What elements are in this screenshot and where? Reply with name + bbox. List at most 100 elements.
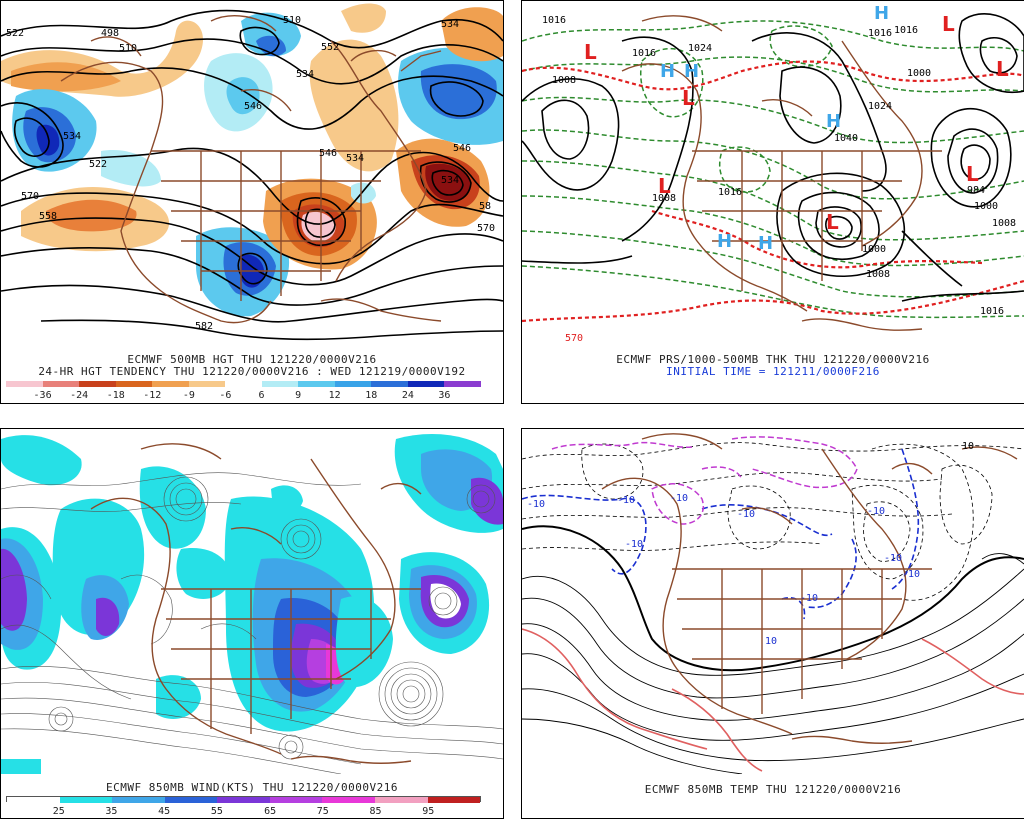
colorbar-swatch [371, 381, 408, 387]
colorbar-swatch [261, 381, 299, 387]
low-center: L [658, 174, 671, 198]
wind-speed-fill [1, 434, 503, 774]
contour-label: 546 [453, 143, 471, 154]
contour-label: -10 [800, 593, 818, 604]
geography-outline [601, 433, 1018, 744]
panel-title: ECMWF 850MB WIND(KTS) THU 121220/0000V21… [105, 781, 399, 794]
colorbar-swatch [164, 797, 218, 803]
colorbar-label: 36 [438, 390, 451, 401]
panel-500mb-height: 498 510 510 522 534 534 546 546 558 570 … [0, 0, 504, 404]
warm-red-contours [522, 628, 1024, 772]
contour-label: 1008 [552, 75, 576, 86]
high-center: H [874, 3, 889, 24]
colorbar-swatch [427, 797, 481, 803]
low-center: L [942, 12, 955, 36]
colorbar-label: 75 [316, 806, 329, 817]
isotherm-cold-extreme [551, 436, 858, 525]
colorbar-label: -9 [182, 390, 195, 401]
contour-label: 1024 [688, 43, 712, 54]
contour-label: -10 [527, 499, 545, 510]
freezing-line [522, 525, 1024, 672]
contour-label: 534 [441, 19, 459, 30]
contour-labels: 498 510 510 522 534 534 546 546 558 570 … [6, 15, 495, 332]
colorbar-label: 25 [52, 806, 65, 817]
low-center: L [584, 40, 597, 64]
contour-label: 10 [962, 441, 974, 452]
temperature-contours-warm [522, 553, 1024, 774]
panel-subtitle: INITIAL TIME = 121211/0000F216 [666, 365, 880, 378]
thickness-570-line [522, 60, 1024, 323]
panel-850mb-temp: -10 -10 -10 -10 -10 -10 -10 -10 -10 10 1… [521, 428, 1024, 819]
wind-colorbar [6, 796, 481, 803]
colorbar-label: 45 [158, 806, 171, 817]
colorbar-swatch [112, 797, 165, 803]
temperature-contours-cold [522, 442, 1024, 601]
colorbar-label: 95 [422, 806, 435, 817]
map-850mb-temp: -10 -10 -10 -10 -10 -10 -10 -10 -10 10 1… [522, 433, 1024, 774]
colorbar-label: -6 [219, 390, 232, 401]
contour-label: 546 [244, 101, 262, 112]
contour-label: 1016 [980, 306, 1004, 317]
contour-label: 1016 [868, 28, 892, 39]
contour-label: 498 [101, 28, 119, 39]
colorbar-label: 6 [258, 390, 265, 401]
colorbar-swatch [374, 797, 428, 803]
low-center: L [966, 162, 979, 186]
colorbar-swatch [188, 381, 226, 387]
colorbar-swatch [7, 797, 60, 803]
contour-label: 984 [967, 185, 985, 196]
contour-label: 534 [441, 175, 459, 186]
panel-title: ECMWF 500MB HGT THU 121220/0000V216 [127, 353, 377, 366]
contour-label: 1008 [652, 193, 676, 204]
colorbar-swatch [217, 797, 270, 803]
colorbar-label: -24 [70, 390, 89, 401]
colorbar-swatch [59, 797, 113, 803]
contour-label: -10 [737, 509, 755, 520]
colorbar-swatch [42, 381, 80, 387]
contour-label: 570 [21, 191, 39, 202]
colorbar-swatch [225, 381, 262, 387]
contour-label: -10 [867, 506, 885, 517]
isobar-contours [522, 12, 1024, 302]
contour-label: 570 [565, 333, 583, 344]
low-center: L [996, 57, 1009, 81]
contour-labels: 1016 1016 1024 1016 1024 1008 1040 1008 … [542, 15, 1016, 344]
geography-outline [90, 443, 422, 764]
colorbar-label: 12 [328, 390, 341, 401]
contour-label: 510 [283, 15, 301, 26]
colorbar-swatch [152, 381, 189, 387]
pressure-centers-high: H H H H H H [660, 3, 889, 254]
contour-label: 1000 [862, 244, 886, 255]
contour-label: 534 [346, 153, 364, 164]
high-center: H [758, 233, 773, 254]
tendency-colorbar [6, 381, 481, 387]
contour-label: 534 [63, 131, 81, 142]
contour-label: 1040 [834, 133, 858, 144]
map-850mb-wind [1, 434, 503, 774]
contour-label: 552 [321, 42, 339, 53]
contour-label: 546 [319, 148, 337, 159]
contour-label: 534 [296, 69, 314, 80]
colorbar-label: 9 [295, 390, 302, 401]
contour-label: 1024 [868, 101, 892, 112]
contour-label: 582 [195, 321, 213, 332]
colorbar-swatch [298, 381, 335, 387]
geography-outline [60, 15, 442, 324]
map-pressure-thickness: 1016 1016 1024 1016 1024 1008 1040 1008 … [522, 3, 1024, 344]
contour-label: 1000 [907, 68, 931, 79]
colorbar-label: -36 [33, 390, 52, 401]
low-center: L [826, 210, 839, 234]
contour-label: -10 [670, 493, 688, 504]
colorbar-label: 35 [105, 806, 118, 817]
contour-label: 1016 [894, 25, 918, 36]
contour-label: 10 [765, 636, 777, 647]
contour-label: -10 [902, 569, 920, 580]
contour-label: 1016 [718, 187, 742, 198]
colorbar-swatch [444, 381, 481, 387]
panel-title: ECMWF PRS/1000-500MB THK THU 121220/0000… [616, 353, 930, 366]
contour-label: -10 [617, 495, 635, 506]
panel-title: ECMWF 850MB TEMP THU 121220/0000V216 [644, 783, 902, 796]
contour-label: 570 [477, 223, 495, 234]
height-contours [1, 9, 503, 341]
colorbar-label: 55 [210, 806, 223, 817]
